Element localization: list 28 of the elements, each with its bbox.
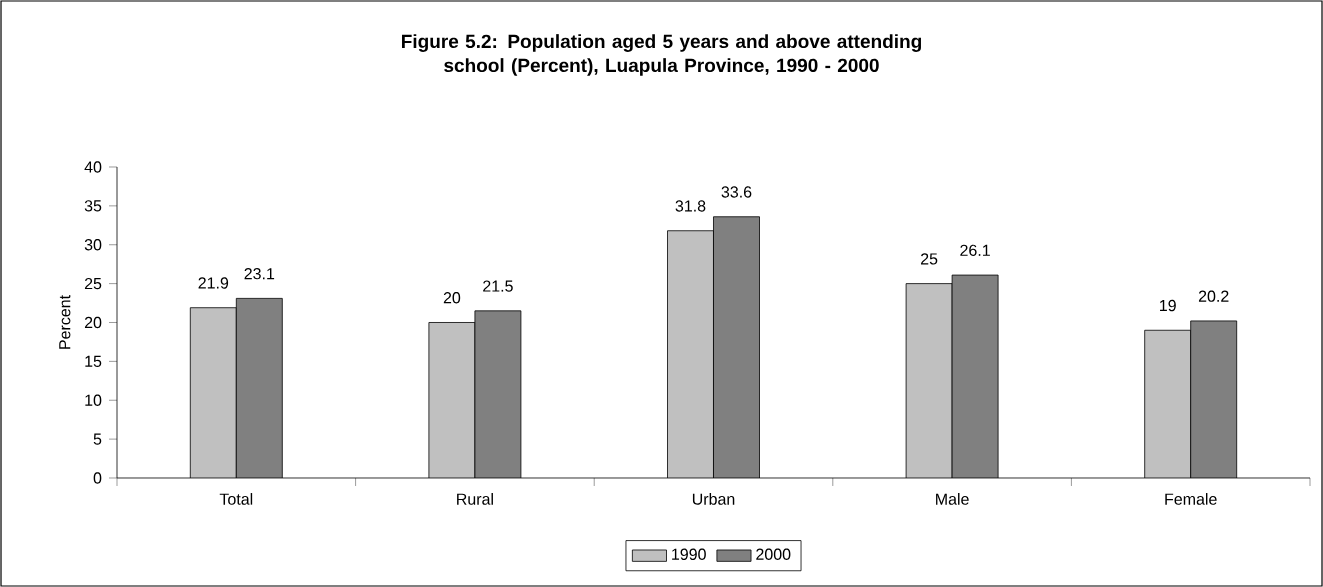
data-label: 31.8	[675, 200, 706, 212]
y-tick-label: 35	[84, 200, 102, 212]
x-tick-label: Urban	[692, 493, 735, 505]
y-tick-label: 30	[84, 239, 102, 251]
data-label: 20.2	[1198, 290, 1229, 302]
y-axis-title: Percent	[59, 295, 71, 349]
x-tick-label: Male	[936, 493, 969, 505]
data-label: 19	[1160, 299, 1176, 312]
x-tick-label: Total	[219, 493, 253, 505]
x-tick-label: Female	[1165, 493, 1217, 505]
y-tick-label: 0	[93, 472, 102, 484]
data-label: 23.1	[244, 268, 275, 280]
y-tick-label: 25	[84, 277, 102, 290]
data-label: 20	[443, 292, 461, 304]
chart-title: Figure 5.2: Population aged 5 years and above attending school (Percent), Luapula Province, 1990 - 2000	[402, 34, 922, 76]
y-tick-label: 5	[93, 433, 102, 445]
y-tick-label: 20	[84, 316, 102, 329]
x-tick-label: Rural	[457, 493, 493, 505]
y-tick-label: 15	[85, 355, 102, 367]
legend-label: 1990	[672, 548, 706, 560]
data-label: 33.6	[721, 186, 752, 198]
data-label: 25	[921, 253, 938, 265]
data-label: 21.9	[198, 277, 229, 289]
y-tick-label: 10	[85, 394, 102, 406]
data-label: 26.1	[960, 244, 990, 256]
y-tick-label: 40	[84, 161, 102, 173]
data-label: 21.5	[483, 280, 513, 292]
legend-label: 2000	[756, 548, 791, 560]
